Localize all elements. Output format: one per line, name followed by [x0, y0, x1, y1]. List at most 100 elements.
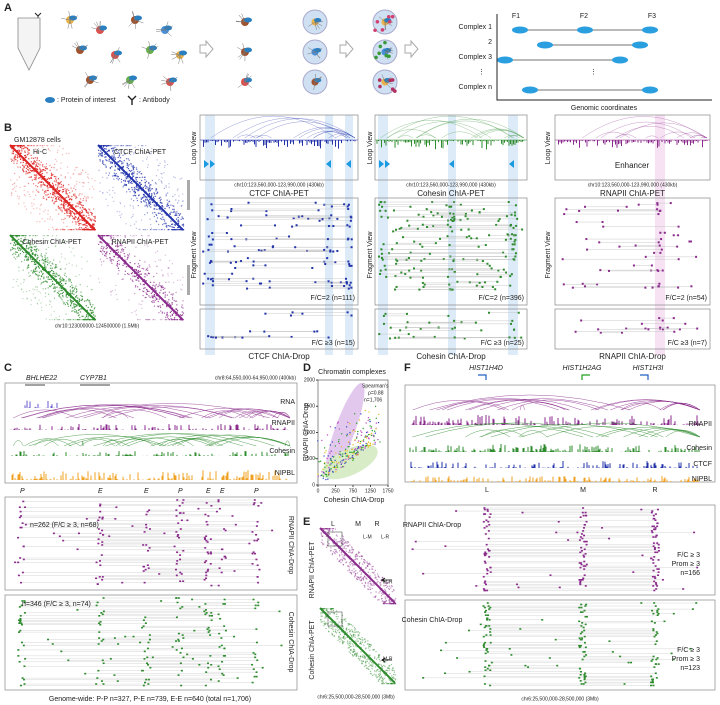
- heatmap-cell: [20, 283, 21, 284]
- heatmap-cell: [45, 190, 46, 191]
- heatmap-cell: [12, 235, 13, 236]
- heatmap-cell: [158, 165, 159, 166]
- fragment: [20, 619, 22, 621]
- fragment: [131, 525, 133, 527]
- fragment: [510, 238, 512, 240]
- fragment: [454, 271, 456, 273]
- heatmap-cell: [82, 186, 83, 187]
- heatmap-cell: [42, 256, 43, 257]
- fragment: [340, 281, 342, 283]
- heatmap-cell: [52, 273, 53, 274]
- heatmap-cell: [167, 312, 168, 313]
- fragment: [204, 579, 206, 581]
- heatmap-cell: [167, 200, 168, 201]
- heatmap-cell: [79, 223, 80, 224]
- heatmap-cell: [66, 264, 67, 265]
- heatmap-cell: [119, 211, 120, 212]
- fragment: [509, 275, 511, 277]
- heatmap-cell: [161, 182, 162, 183]
- heatmap-cell: [90, 304, 91, 305]
- heatmap-cell: [174, 319, 175, 320]
- heatmap-cell: [166, 194, 167, 195]
- heatmap-cell: [75, 221, 76, 222]
- heatmap-cell: [52, 219, 53, 220]
- fragment: [252, 553, 254, 555]
- heatmap-cell: [137, 271, 138, 272]
- heatmap-cell: [48, 235, 49, 236]
- heatmap-cell: [129, 253, 130, 254]
- heatmap-cell: [55, 176, 56, 177]
- fragment: [62, 540, 64, 542]
- heatmap-cell: [18, 256, 19, 257]
- heatmap-cell: [161, 270, 162, 271]
- fragment: [257, 564, 259, 566]
- heatmap-cell: [90, 275, 91, 276]
- fragment: [288, 235, 290, 237]
- heatmap-cell: [63, 201, 64, 202]
- fragment: [576, 221, 578, 223]
- heatmap-cell: [44, 255, 45, 256]
- fragment: [387, 217, 389, 219]
- fragment: [389, 337, 391, 339]
- heatmap-cell: [178, 229, 179, 230]
- heatmap-cell: [33, 163, 34, 164]
- heatmap-cell: [33, 162, 34, 163]
- heatmap-cell: [177, 310, 178, 311]
- heatmap-cell: [169, 187, 170, 188]
- heatmap-cell: [143, 196, 144, 197]
- fragment: [408, 333, 410, 335]
- heatmap-cell: [31, 171, 32, 172]
- heatmap-cell: [121, 179, 122, 180]
- fragment: [234, 336, 236, 338]
- heatmap-cell: [38, 276, 39, 277]
- heatmap-cell: [39, 272, 40, 273]
- heatmap-cell: [166, 186, 167, 187]
- heatmap-cell: [87, 176, 88, 177]
- fragment: [147, 511, 149, 513]
- heatmap-cell: [119, 264, 120, 265]
- heatmap-cell: [78, 225, 79, 226]
- heatmap-cell: [155, 297, 156, 298]
- heatmap-cell: [61, 207, 62, 208]
- heatmap-cell: [149, 266, 150, 267]
- fragment: [508, 336, 510, 338]
- heatmap-cell: [92, 312, 93, 313]
- fragment: [181, 520, 183, 522]
- heatmap-cell: [178, 220, 179, 221]
- heatmap-cell: [98, 153, 99, 154]
- heatmap-cell: [47, 186, 48, 187]
- fragment: [99, 533, 101, 535]
- fragment: [234, 267, 236, 269]
- heatmap-cell: [164, 223, 165, 224]
- heatmap-cell: [86, 199, 87, 200]
- heatmap-cell: [26, 254, 27, 255]
- heatmap-cell: [143, 288, 144, 289]
- heatmap-cell: [159, 284, 160, 285]
- heatmap-cell: [107, 205, 108, 206]
- heatmap-cell: [145, 297, 146, 298]
- heatmap-cell: [39, 213, 40, 214]
- heatmap-cell: [28, 248, 29, 249]
- fragment: [209, 630, 211, 632]
- heatmap-cell: [66, 211, 67, 212]
- heatmap-cell: [117, 145, 118, 146]
- loop-box: [200, 115, 358, 180]
- fragment: [158, 573, 160, 575]
- heatmap-cell: [67, 215, 68, 216]
- fragment: [626, 206, 628, 208]
- heatmap-cell: [33, 235, 34, 236]
- fragment: [395, 229, 397, 231]
- tag: [378, 85, 382, 89]
- heatmap-cell: [164, 167, 165, 168]
- fragment: [98, 637, 100, 639]
- heatmap-cell: [156, 175, 157, 176]
- fragment: [177, 522, 179, 524]
- fragment: [257, 576, 259, 578]
- heatmap-cell: [86, 305, 87, 306]
- heatmap-cell: [25, 155, 26, 156]
- heatmap-cell: [129, 145, 130, 146]
- heatmap-cell: [54, 284, 55, 285]
- heatmap-cell: [26, 248, 27, 249]
- heatmap-cell: [55, 229, 56, 230]
- fragment: [205, 578, 207, 580]
